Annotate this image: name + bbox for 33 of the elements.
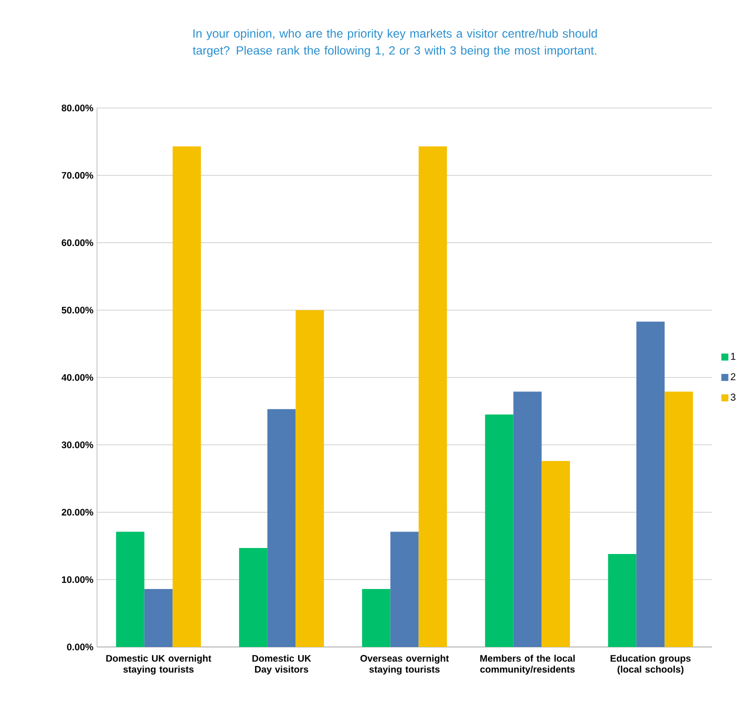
x-tick-label: Domestic UK Day visitors <box>252 654 312 675</box>
bar <box>485 414 514 647</box>
bar <box>239 548 268 647</box>
bar <box>172 146 201 647</box>
legend-label: 2 <box>730 373 736 380</box>
bar <box>664 392 693 647</box>
bar <box>267 409 296 647</box>
legend-label: 1 <box>731 352 736 360</box>
bar <box>296 310 324 647</box>
x-tick-label: Members of the local community/residents <box>480 654 575 675</box>
y-tick-label: 10.00% <box>62 576 94 583</box>
y-tick-label: 40.00% <box>62 374 94 381</box>
y-tick-label: 50.00% <box>62 306 94 314</box>
bar <box>542 461 570 647</box>
y-tick-label: 20.00% <box>62 508 94 516</box>
bar <box>390 532 419 647</box>
y-tick-label: 0.00% <box>67 644 94 650</box>
y-tick-label: 70.00% <box>62 172 94 179</box>
x-tick-label: Domestic UK overnight staying tourists <box>106 654 212 675</box>
bar <box>513 392 542 647</box>
legend-label: 3 <box>730 394 736 401</box>
bar <box>636 322 665 647</box>
y-tick-label: 60.00% <box>62 239 94 246</box>
x-tick-label: Overseas overnight staying tourists <box>360 654 449 675</box>
bar <box>608 554 636 647</box>
chart-title: In your opinion, who are the priority key markets a visitor centre/hub should target? Please rank the following 1, 2 or 3 with 3 being the most important. <box>192 28 597 58</box>
x-tick-label: Education groups (local schools) <box>610 654 691 675</box>
y-tick-label: 30.00% <box>62 442 94 448</box>
bar <box>116 532 144 647</box>
bar <box>418 146 447 647</box>
bar <box>362 589 390 647</box>
bar <box>144 589 173 647</box>
y-tick-label: 80.00% <box>62 104 94 112</box>
